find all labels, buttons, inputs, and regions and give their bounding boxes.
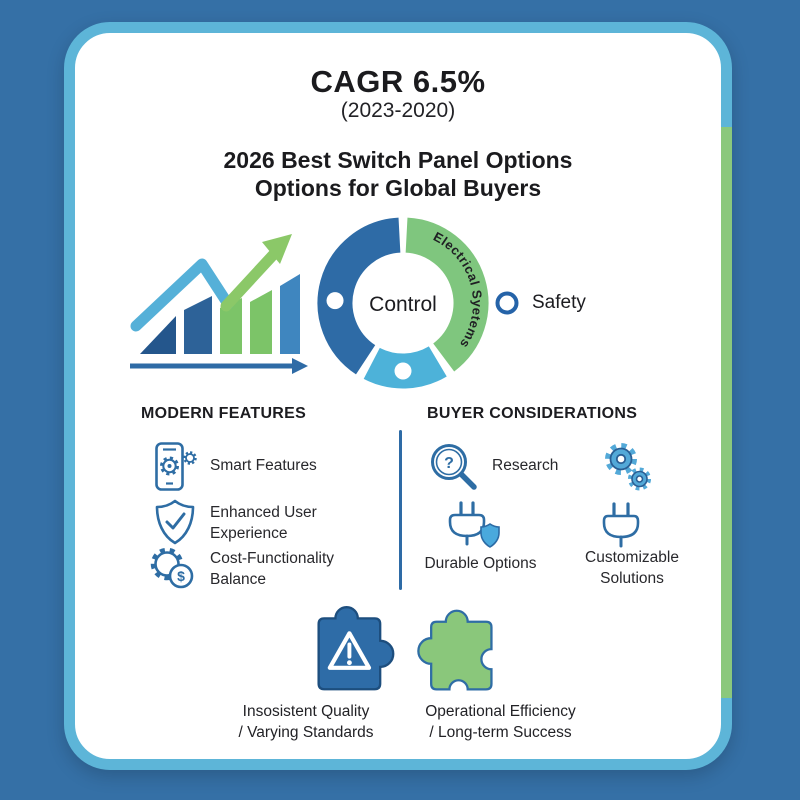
donut-chart: Electrical Syetems Control: [317, 217, 489, 389]
plug-icon: [602, 502, 640, 548]
buyer-considerations-heading: BUYER CONSIDERATIONS: [427, 405, 638, 422]
page-title: 2026 Best Switch Panel Options Options f…: [64, 146, 732, 202]
bar-1: [140, 316, 176, 354]
card-accent-strip: [721, 127, 732, 698]
feature-label-experience: Enhanced User Experience: [210, 504, 317, 542]
donut-segment-2: [317, 217, 402, 375]
section-divider: [399, 430, 402, 590]
magnifier-question-icon: ?: [431, 444, 477, 490]
cagr-period: (2023-2020): [340, 99, 456, 122]
bar-2: [184, 296, 212, 354]
donut-center-label: Control: [369, 293, 437, 316]
bar-4: [250, 290, 272, 354]
shield-check-icon: [155, 499, 195, 545]
feature-label-cost: Cost-Functionality Balance: [210, 550, 335, 588]
plug-shield-icon: [448, 501, 500, 548]
dollar-glyph: $: [177, 568, 185, 584]
puzzle-warning-icon: [317, 606, 395, 691]
arrow-shaft: [220, 248, 280, 312]
gear-dollar-icon: $: [150, 547, 194, 589]
smartphone-gear-icon: [155, 442, 197, 491]
arrow-head: [262, 234, 292, 264]
challenge-label-quality: Insosistent Quality / Varying Standards: [238, 703, 374, 741]
challenge-label-efficiency: Operational Efficiency / Long-term Succe…: [425, 703, 576, 741]
feature-label-smart: Smart Features: [210, 457, 317, 474]
legend-label: Safety: [532, 292, 586, 313]
bar-3: [220, 298, 242, 354]
gears-icon: [605, 443, 652, 491]
content-card: [64, 22, 732, 770]
consideration-label-durable: Durable Options: [424, 555, 537, 572]
modern-features-heading: MODERN FEATURES: [141, 405, 307, 422]
donut-dot: [326, 292, 344, 310]
warning-dot: [346, 660, 352, 666]
donut-segment-0: [404, 217, 489, 372]
legend-ring-icon: [495, 291, 519, 315]
donut-dot: [394, 362, 412, 380]
warning-triangle: [327, 631, 372, 670]
question-glyph: ?: [444, 455, 454, 472]
bar-5: [280, 274, 300, 354]
puzzle-icon: [417, 609, 493, 691]
trend-line: [130, 258, 234, 332]
growth-chart-icon: [130, 234, 308, 374]
chart-legend: Safety: [494, 290, 586, 316]
page-title-line1: 2026 Best Switch Panel Options: [223, 147, 573, 173]
consideration-label-customizable: Customizable Solutions: [585, 549, 679, 587]
page-title-line2: Options for Global Buyers: [254, 175, 542, 201]
axis-arrow: [292, 358, 308, 374]
consideration-label-research: Research: [492, 457, 559, 474]
cagr-title: CAGR 6.5%: [310, 64, 486, 99]
